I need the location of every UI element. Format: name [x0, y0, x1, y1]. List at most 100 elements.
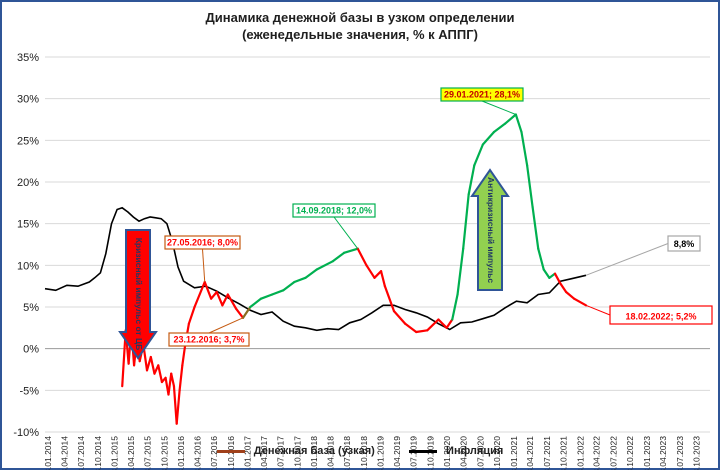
annotation-box — [292, 203, 376, 218]
legend-label-inflation: Инфляция — [446, 445, 504, 458]
annotation-box — [609, 305, 713, 325]
series-segment-money-base — [514, 113, 523, 134]
x-tick-label: 18.04.2022 — [592, 436, 602, 470]
series-segment-money-base — [356, 247, 368, 267]
annotation-leader — [585, 304, 611, 316]
x-tick-label: 18.01.2020 — [442, 436, 452, 470]
anticrisis-arrow-label: Антикризисный импульс — [486, 177, 496, 283]
y-tick-label: 15% — [17, 219, 39, 231]
annotation-leader — [481, 100, 517, 115]
series-segment-money-base — [531, 205, 540, 250]
y-tick-label: 25% — [17, 135, 39, 147]
series-segment-money-base — [215, 290, 224, 307]
chart-title: Динамика денежной базы в узком определен… — [205, 10, 515, 25]
series-segment-money-base — [492, 122, 507, 134]
series-segment-money-base — [542, 268, 551, 279]
x-tick-label: 18.10.2017 — [292, 436, 302, 470]
x-tick-label: 18.10.2015 — [159, 436, 169, 470]
series-segment-money-base — [548, 272, 557, 279]
x-tick-label: 18.01.2021 — [509, 436, 519, 470]
y-tick-label: 20% — [17, 177, 39, 189]
series-segment-money-base — [520, 130, 529, 167]
annotation-label: 14.09.2018; 12,0% — [296, 206, 372, 216]
series-segment-money-base — [241, 305, 252, 319]
series-line-inflation — [44, 206, 587, 332]
x-tick-label: 18.01.2018 — [309, 436, 319, 470]
series-segment-money-base — [210, 290, 218, 300]
x-tick-label: 18.07.2019 — [409, 436, 419, 470]
series-segment-money-base — [304, 268, 318, 279]
x-tick-label: 18.10.2023 — [692, 436, 702, 470]
x-tick-label: 18.07.2015 — [143, 436, 153, 470]
series-segment-money-base — [187, 305, 196, 325]
x-tick-label: 18.10.2016 — [226, 436, 236, 470]
x-tick-label: 18.04.2019 — [392, 436, 402, 470]
series-segment-money-base — [426, 318, 440, 332]
x-tick-label: 18.10.2021 — [559, 436, 569, 470]
series-segment-money-base — [383, 285, 396, 313]
series-segment-money-base — [234, 307, 245, 319]
series-segment-money-base — [467, 164, 476, 196]
series-segment-money-base — [293, 276, 307, 284]
series-segment-money-base — [221, 293, 229, 307]
x-tick-label: 18.04.2020 — [459, 436, 469, 470]
series-segment-money-base — [456, 247, 465, 296]
series-segment-money-base — [170, 372, 176, 388]
series-segment-money-base — [415, 329, 429, 334]
series-segment-money-base — [526, 164, 534, 209]
annotation-leader — [208, 317, 244, 334]
x-tick-label: 18.07.2016 — [209, 436, 219, 470]
x-tick-label: 18.10.2020 — [492, 436, 502, 470]
series-segment-money-base — [481, 130, 496, 146]
crisis-arrow-label: Кризисный импульс от ЦБ — [134, 238, 144, 351]
y-tick-label: 30% — [17, 94, 39, 106]
annotation-box — [667, 235, 701, 252]
series-segment-money-base — [462, 193, 470, 250]
annotation-label: 29.01.2021; 28,1% — [444, 90, 520, 100]
x-tick-label: 18.10.2014 — [93, 436, 103, 470]
series-segment-money-base — [565, 290, 576, 300]
y-tick-label: 10% — [17, 260, 39, 272]
series-segment-money-base — [573, 297, 588, 307]
legend-label-money-base: Денежная база (узкая) — [253, 445, 375, 458]
x-tick-label: 18.10.2019 — [425, 436, 435, 470]
series-segment-money-base — [315, 260, 335, 271]
annotation-box — [168, 332, 250, 347]
x-tick-label: 18.04.2017 — [259, 436, 269, 470]
annotation-label: 8,8% — [674, 239, 695, 249]
series-segment-money-base — [503, 113, 517, 125]
x-tick-label: 18.04.2015 — [126, 436, 136, 470]
series-segment-money-base — [181, 343, 187, 367]
series-segment-money-base — [203, 280, 213, 300]
x-tick-label: 18.01.2016 — [176, 436, 186, 470]
y-tick-label: 35% — [17, 52, 39, 64]
annotation-label: 18.02.2022; 5,2% — [625, 311, 696, 321]
x-tick-label: 18.01.2017 — [243, 436, 253, 470]
annotation-box — [164, 235, 241, 250]
series-segment-money-base — [379, 270, 386, 288]
series-segment-money-base — [437, 318, 448, 329]
series-segment-money-base — [149, 355, 156, 375]
series-segment-money-base — [553, 272, 562, 285]
annotation-label: 23.12.2016; 3,7% — [173, 335, 244, 345]
series-segment-money-base — [559, 282, 568, 294]
series-segment-money-base — [175, 389, 181, 425]
x-tick-label: 18.01.2014 — [43, 436, 53, 470]
series-segment-money-base — [451, 293, 459, 321]
annotation-leader — [333, 216, 359, 249]
legend-swatch-inflation — [408, 449, 437, 453]
x-tick-label: 18.01.2019 — [376, 436, 386, 470]
x-tick-label: 18.07.2023 — [675, 436, 685, 470]
x-tick-label: 18.10.2022 — [625, 436, 635, 470]
annotation-leader — [585, 243, 669, 276]
y-tick-label: -5% — [19, 385, 39, 397]
series-segment-money-base — [445, 318, 454, 329]
annotation-box — [440, 87, 524, 102]
series-segment-money-base — [167, 372, 173, 396]
series-segment-money-base — [473, 143, 484, 167]
annotation-leader — [202, 248, 206, 283]
anticrisis-arrow — [470, 168, 510, 291]
x-tick-label: 18.04.2023 — [658, 436, 668, 470]
